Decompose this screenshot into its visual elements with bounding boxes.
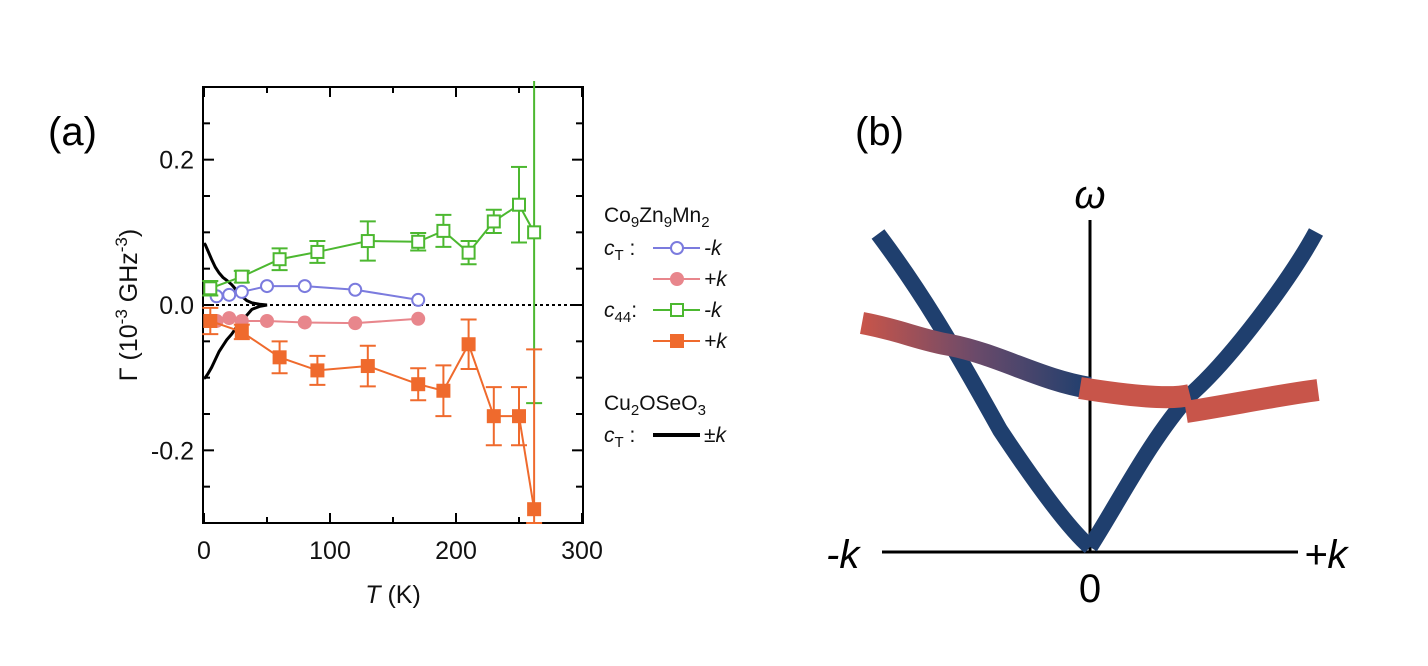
phonon-branch	[871, 228, 1324, 554]
magnon-branch	[859, 312, 1320, 423]
legend-entry-c44-minus: -k	[653, 299, 723, 322]
data-point	[203, 281, 218, 296]
data-point	[272, 350, 287, 365]
minus-k-label: -k	[826, 533, 861, 577]
panel-a-chart: (a) -0.20.00.20 100 200 300 T (K) Γ (10-3 G…	[48, 81, 728, 609]
hybrid-bottom-center	[1078, 377, 1193, 409]
panel-b-diagram: (b) ω -k +k 0	[826, 110, 1349, 611]
legend-mode-c44: c44:	[604, 299, 637, 326]
series-line	[209, 320, 536, 510]
data-point	[512, 197, 526, 212]
legend-pm-k-label: ±k	[704, 424, 728, 447]
legend-ct-minus-label: -k	[704, 237, 723, 260]
data-point	[360, 234, 375, 249]
data-point	[234, 269, 249, 284]
data-point	[260, 313, 274, 328]
y-axis-exp2: -3	[112, 237, 131, 252]
data-point	[234, 324, 249, 339]
tick-labels: -0.2 0.0 0.2 0 100 200 300	[151, 147, 603, 565]
data-point	[297, 315, 312, 330]
legend-open-square-marker	[670, 303, 684, 317]
y-axis-exp1: -3	[112, 309, 131, 324]
legend-entry-cu2oseo3: ±k	[653, 424, 728, 447]
data-point	[272, 252, 287, 267]
data-point	[234, 284, 249, 299]
plus-k-label: +k	[1304, 533, 1349, 577]
x-axis-title: T (K)	[365, 581, 421, 609]
panel-b-label: (b)	[855, 110, 904, 154]
y-axis-prefix: (10	[115, 324, 143, 367]
data-point	[486, 409, 501, 424]
cu2oseo3-curve-group	[202, 242, 268, 380]
origin-label: 0	[1079, 567, 1101, 611]
x-axis-symbol: T	[365, 581, 382, 609]
data-point	[436, 383, 451, 398]
data-point	[411, 234, 426, 249]
y-tick-label: 0.0	[159, 292, 194, 320]
series-group	[202, 81, 543, 524]
data-point	[222, 311, 237, 326]
panel-a-label: (a)	[48, 110, 97, 154]
legend-entry-ct-minus: -k	[653, 237, 723, 260]
x-tick-label: 100	[309, 537, 351, 565]
y-tick-label: 0.2	[159, 147, 194, 175]
legend-open-circle-marker	[670, 241, 684, 255]
legend-entry-c44-plus: +k	[653, 330, 728, 353]
data-point	[310, 363, 325, 378]
omega-label: ω	[1074, 173, 1105, 217]
data-point	[348, 282, 363, 297]
x-tick-label: 0	[197, 537, 211, 565]
magnon-right-flat	[1184, 379, 1320, 423]
legend: Co9Zn9Mn2 cT : -k +k c44: -k +k	[604, 204, 728, 451]
data-point	[527, 225, 542, 240]
phonon-right	[1083, 228, 1324, 552]
x-axis-unit: (K)	[381, 581, 421, 609]
data-point	[411, 292, 426, 307]
data-point	[348, 316, 363, 331]
y-axis-symbol: Γ	[115, 367, 143, 381]
cu2oseo3-curve	[202, 242, 268, 380]
data-point	[297, 279, 312, 294]
data-point	[310, 244, 325, 259]
data-point	[203, 313, 218, 328]
data-point	[436, 223, 451, 238]
data-point	[461, 337, 476, 352]
series-c44_plus	[202, 306, 543, 524]
y-axis-title: Γ (10-3 GHz-3)	[112, 229, 143, 381]
series-c44_minus	[202, 81, 543, 405]
legend-ct-plus-label: +k	[704, 268, 728, 291]
data-point	[260, 279, 274, 294]
hybrid-left	[859, 312, 1092, 399]
series-cT_minus	[209, 279, 426, 307]
x-tick-label: 200	[435, 537, 477, 565]
legend-mode-ct-cu: cT :	[604, 424, 635, 451]
legend-entry-ct-plus: +k	[653, 268, 728, 291]
legend-compound1: Co9Zn9Mn2	[604, 204, 710, 231]
legend-filled-square-marker	[670, 334, 684, 348]
phonon-left	[871, 229, 1096, 554]
data-point	[461, 245, 476, 260]
data-point	[411, 311, 426, 326]
data-point	[527, 502, 542, 517]
data-point	[360, 359, 375, 374]
data-point	[486, 214, 501, 229]
data-point	[411, 377, 426, 392]
legend-compound2: Cu2OSeO3	[604, 392, 706, 419]
y-tick-label: -0.2	[151, 437, 194, 465]
x-tick-label: 300	[561, 537, 603, 565]
legend-mode-ct: cT :	[604, 237, 635, 264]
legend-c44-plus-label: +k	[704, 330, 728, 353]
y-axis-mid: GHz	[115, 252, 143, 309]
legend-filled-circle-marker	[670, 272, 684, 286]
data-point	[222, 287, 237, 302]
legend-c44-minus-label: -k	[704, 299, 723, 322]
axis-ticks	[203, 86, 583, 524]
data-point	[512, 409, 526, 424]
y-axis-suffix: )	[115, 229, 143, 237]
